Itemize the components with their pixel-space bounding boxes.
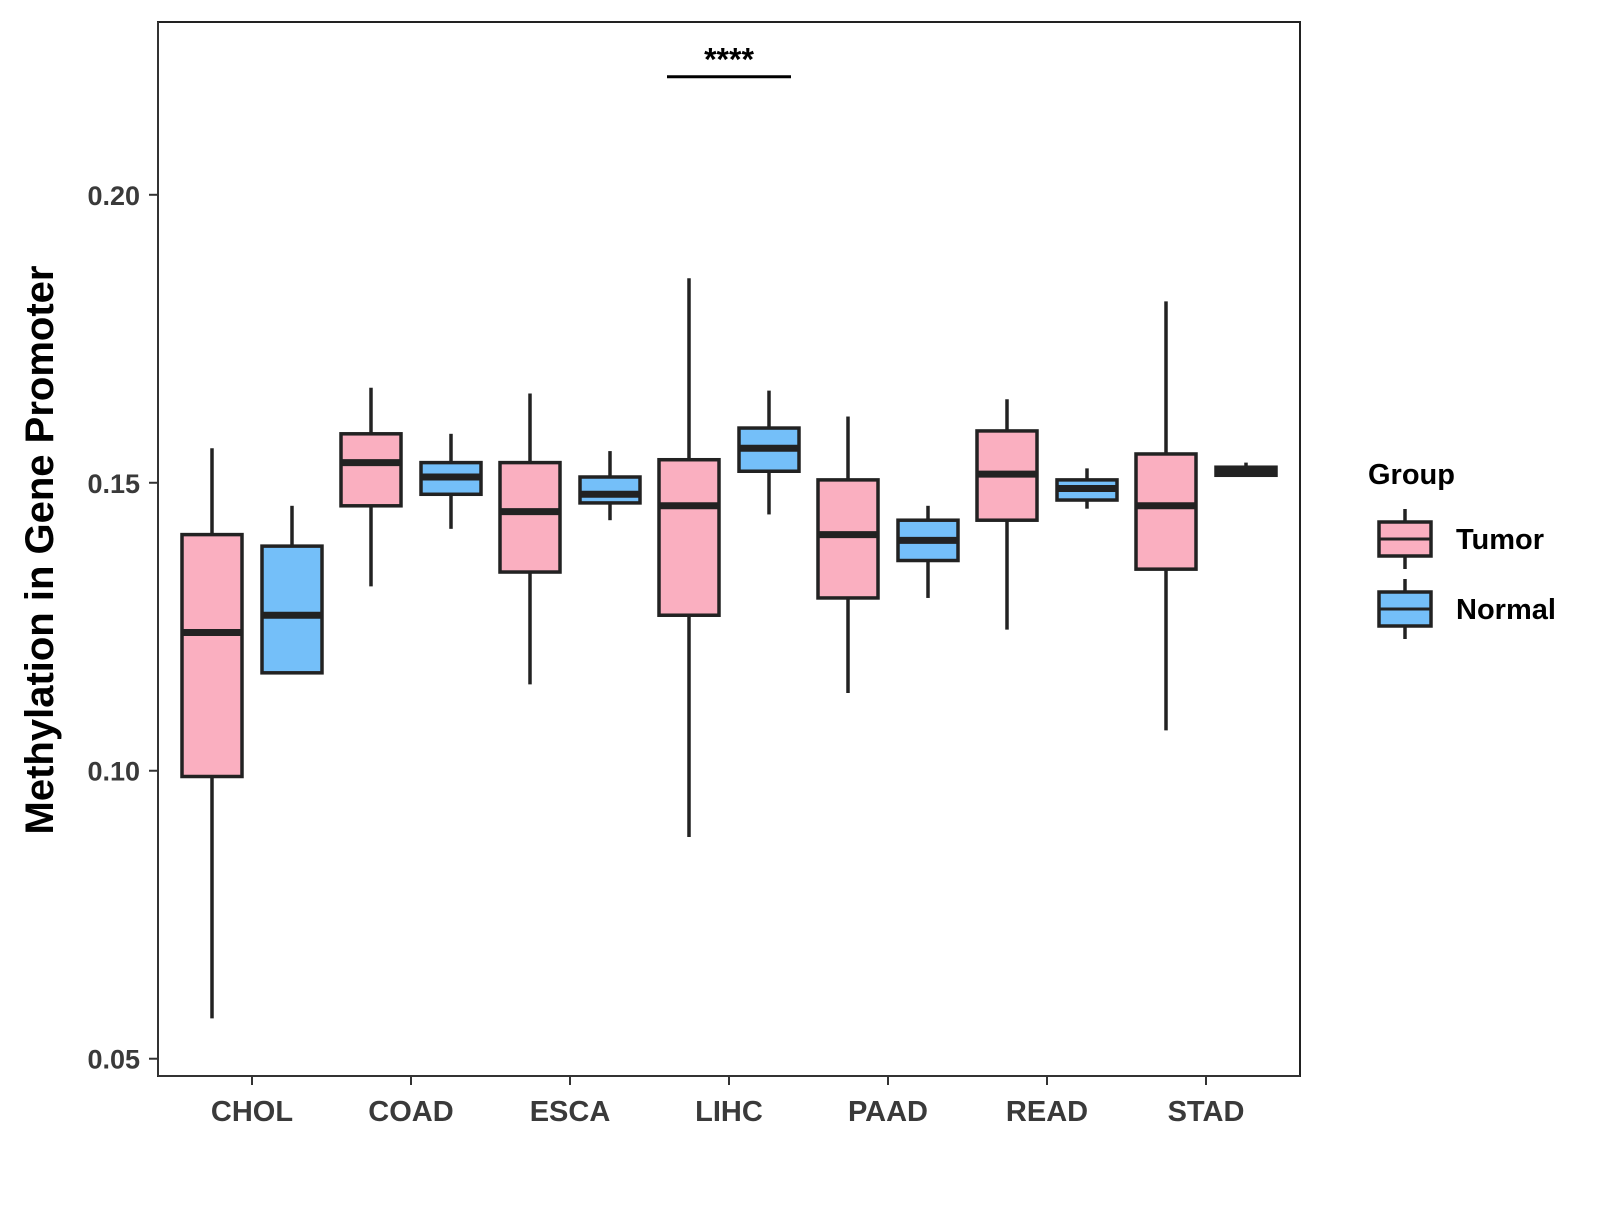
x-tick-label: ESCA xyxy=(530,1096,611,1128)
iqr-box xyxy=(578,475,642,505)
box-series xyxy=(180,278,1278,1019)
iqr-box xyxy=(498,460,562,574)
iqr-box xyxy=(260,544,324,675)
iqr-box xyxy=(816,478,880,600)
y-tick-label: 0.10 xyxy=(87,757,140,787)
normal-box-lihc xyxy=(737,390,801,515)
significance-annotations: **** xyxy=(667,42,791,79)
tumor-box-coad xyxy=(339,387,403,587)
normal-box-esca xyxy=(578,451,642,521)
tumor-box-lihc xyxy=(657,278,721,837)
iqr-box xyxy=(339,432,403,508)
tumor-box-stad xyxy=(1134,301,1198,731)
legend-label: Normal xyxy=(1456,594,1556,626)
tumor-box-chol xyxy=(180,448,244,1019)
x-tick-label: COAD xyxy=(368,1096,453,1128)
tumor-box-esca xyxy=(498,393,562,685)
x-tick-label: PAAD xyxy=(848,1096,928,1128)
x-tick-label: READ xyxy=(1006,1096,1088,1128)
normal-box-read xyxy=(1055,468,1119,509)
normal-box-paad xyxy=(896,505,960,598)
significance-label: **** xyxy=(704,42,754,78)
y-axis-title: Methylation in Gene Promoter xyxy=(18,266,62,835)
legend-entry-tumor: Tumor xyxy=(1377,509,1544,569)
x-tick-label: LIHC xyxy=(695,1096,763,1128)
y-axis: 0.05 0.10 0.15 0.20 xyxy=(87,22,159,1076)
normal-box-stad xyxy=(1214,462,1278,478)
legend-title: Group xyxy=(1368,459,1455,491)
iqr-box xyxy=(180,532,244,779)
y-tick-label: 0.20 xyxy=(87,181,140,211)
x-axis: CHOL COAD ESCA LIHC PAAD READ STAD xyxy=(158,1075,1300,1128)
tumor-box-paad xyxy=(816,416,880,693)
normal-box-coad xyxy=(419,433,483,529)
legend-entry-normal: Normal xyxy=(1377,579,1556,639)
y-tick-label: 0.15 xyxy=(87,469,140,499)
legend-label: Tumor xyxy=(1456,524,1544,556)
iqr-box xyxy=(657,457,721,617)
plot-panel-border xyxy=(157,21,1301,1077)
tumor-box-read xyxy=(975,399,1039,630)
normal-box-chol xyxy=(260,505,324,675)
legend: Group Tumor Normal xyxy=(1368,459,1556,639)
x-tick-label: CHOL xyxy=(211,1096,293,1128)
y-tick-label: 0.05 xyxy=(87,1045,140,1075)
iqr-box xyxy=(1134,452,1198,571)
x-tick-label: STAD xyxy=(1168,1096,1245,1128)
